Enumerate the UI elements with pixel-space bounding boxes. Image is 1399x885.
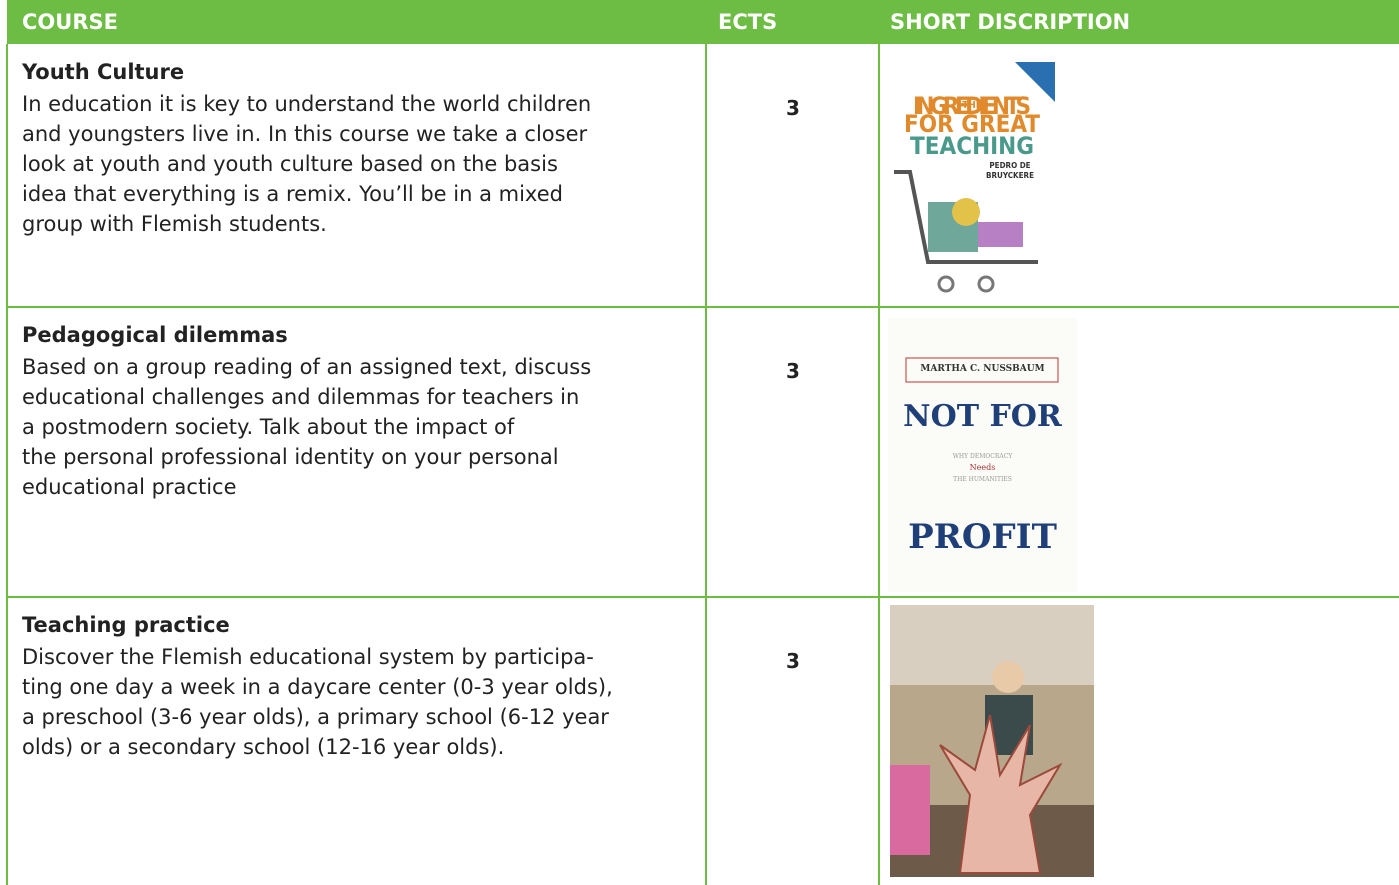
cover-text: BRUYCKERE: [986, 171, 1034, 180]
course-description: educational challenges and dilemmas for …: [22, 385, 580, 409]
ects-value: 3: [786, 96, 800, 120]
course-description: Based on a group reading of an assigned …: [22, 355, 592, 379]
course-image: THE INGREDIENTS FOR GREAT TEACHING PEDRO DE B…: [888, 62, 1055, 297]
course-description: ting one day a week in a daycare center …: [22, 675, 613, 699]
course-description: olds) or a secondary school (12-16 year …: [22, 735, 505, 759]
course-description: idea that everything is a remix. You’ll …: [22, 182, 563, 206]
border: [6, 44, 8, 885]
course-description: the personal professional identity on yo…: [22, 445, 559, 469]
cover-text: PROFIT: [908, 517, 1057, 557]
cover-text: MARTHA C. NUSSBAUM: [920, 364, 1044, 374]
course-description: and youngsters live in. In this course w…: [22, 122, 588, 146]
header-bar: [7, 0, 1399, 44]
course-description: In education it is key to understand the…: [22, 92, 592, 116]
header-ects: ECTS: [718, 10, 778, 34]
ects-value: 3: [786, 359, 800, 383]
name-box: [905, 357, 1059, 383]
cover-text: FOR GREAT: [904, 110, 1040, 138]
cover-text: Needs: [970, 463, 996, 472]
cover-text: PEDRO DE: [989, 161, 1030, 170]
border: [6, 596, 1399, 598]
course-description: a preschool (3-6 year olds), a primary s…: [22, 705, 609, 729]
wheel: [977, 275, 995, 293]
course-description: a postmodern society. Talk about the imp…: [22, 415, 515, 439]
course-description: Discover the Flemish educational system …: [22, 645, 594, 669]
course-description: educational practice: [22, 475, 237, 499]
image-art: MARTHA C. NUSSBAUM NOT FOR WHY DEMOCRACY Ne…: [888, 318, 1077, 592]
course-image: [890, 605, 1094, 877]
header-course: COURSE: [22, 10, 118, 34]
course-title: Youth Culture: [22, 60, 185, 84]
cover-text: NOT FOR: [903, 399, 1063, 434]
border: [705, 44, 707, 885]
photo-head: [992, 661, 1024, 693]
header-description: SHORT DISCRIPTION: [890, 10, 1131, 34]
border: [6, 306, 1399, 308]
course-title: Teaching practice: [22, 613, 230, 637]
cover-text: WHY DEMOCRACY: [953, 453, 1014, 460]
cover-text: THE HUMANITIES: [953, 476, 1012, 483]
cart-stuff: [978, 222, 1023, 247]
cover-text: THE: [962, 100, 982, 111]
course-title: Pedagogical dilemmas: [22, 323, 288, 347]
course-description: group with Flemish students.: [22, 212, 327, 236]
wheel: [937, 275, 955, 293]
cart-stuff: [952, 198, 980, 226]
image-art: [890, 605, 1094, 877]
border: [878, 44, 880, 885]
course-description: look at youth and youth culture based on…: [22, 152, 558, 176]
corner: [1015, 62, 1055, 102]
cover-bg: [888, 62, 1055, 297]
cover-text: INGREDIENTS: [913, 92, 1031, 120]
photo-wall: [890, 605, 1094, 685]
cover-bg: [888, 318, 1077, 592]
photo-tree: [939, 714, 1063, 874]
ects-value: 3: [786, 649, 800, 673]
cover-text: TEACHING: [910, 132, 1034, 160]
course-image: MARTHA C. NUSSBAUM NOT FOR WHY DEMOCRACY Ne…: [888, 318, 1077, 592]
photo-pink: [890, 765, 930, 855]
cart: [894, 170, 1038, 264]
